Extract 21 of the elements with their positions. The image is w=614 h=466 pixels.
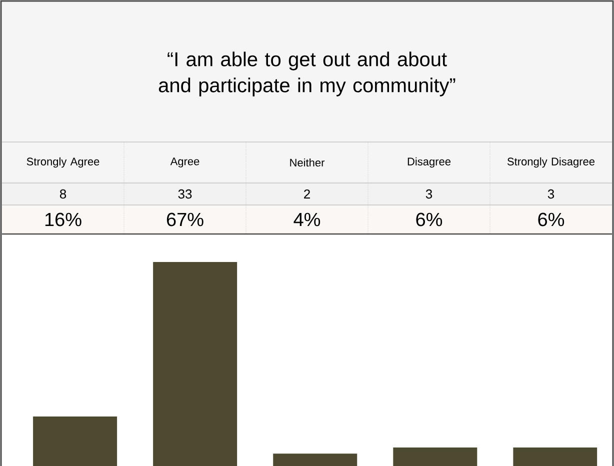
x-tick-label: Agree	[170, 158, 200, 168]
data-label: 2	[304, 189, 310, 199]
text: 4%	[294, 212, 320, 226]
data-label: 3	[426, 189, 432, 199]
text: 16%	[45, 212, 82, 226]
bar	[393, 447, 478, 466]
x-tick-label: Strongly Agree	[26, 157, 100, 168]
bar	[273, 454, 358, 466]
x-tick-label: Neither	[290, 158, 325, 167]
bar	[513, 447, 598, 466]
text: 67%	[166, 212, 204, 226]
x-tick-label: Strongly Disagree	[507, 157, 595, 168]
text: 6%	[416, 212, 442, 226]
data-label: 8	[60, 189, 66, 199]
data-label: 3	[548, 189, 554, 199]
data-label: 33	[178, 189, 192, 199]
text: 6%	[538, 212, 564, 226]
bar	[33, 416, 118, 466]
bar	[153, 262, 238, 466]
x-tick-label: Disagree	[408, 157, 451, 168]
chart-title: “I am able to get out and about and participate in my community”	[158, 52, 456, 96]
